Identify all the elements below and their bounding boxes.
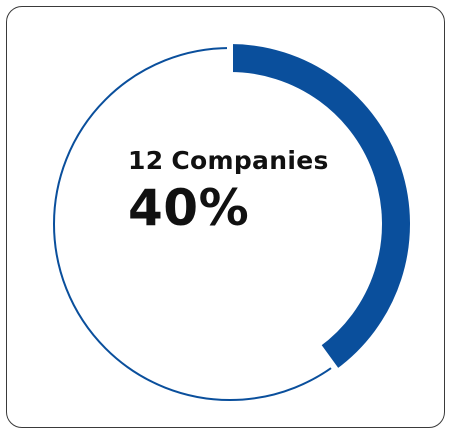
companies-label: Companies xyxy=(171,146,329,175)
chart-card xyxy=(6,6,445,428)
donut-filled-segment xyxy=(229,44,410,370)
percent-value: 40% xyxy=(128,179,250,237)
center-label: 12 Companies 40% xyxy=(128,146,329,236)
companies-count-line: 12 Companies xyxy=(128,146,329,175)
companies-count: 12 xyxy=(128,146,164,175)
segment-gap-end xyxy=(314,341,341,375)
